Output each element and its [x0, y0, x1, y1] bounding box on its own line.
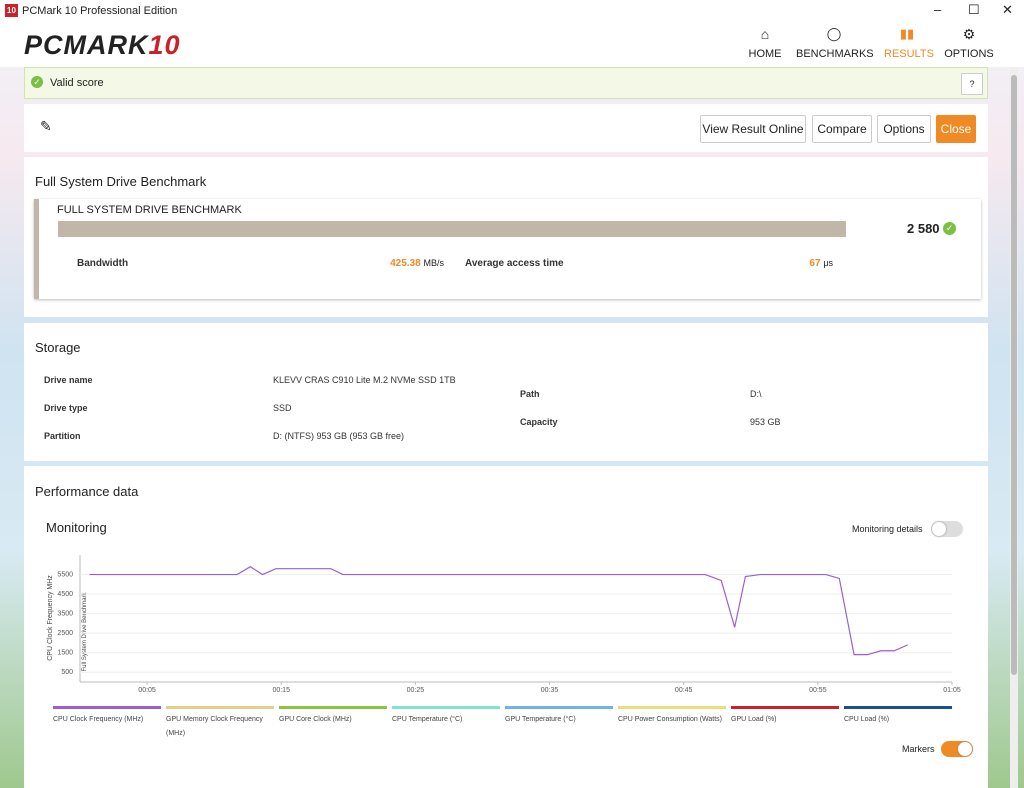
field-label: Drive name	[44, 375, 93, 385]
minimize[interactable]: –	[934, 2, 942, 17]
legend-entry[interactable]: GPU Memory Clock Frequency (MHz)	[166, 706, 274, 741]
x-tick-label: 00:45	[675, 687, 693, 694]
legend-entry[interactable]: GPU Load (%)	[731, 706, 839, 727]
y-tick-label: 2500	[57, 630, 73, 637]
options-button[interactable]: Options	[877, 115, 931, 143]
logo: PCMARK	[24, 30, 149, 60]
legend-entry[interactable]: GPU Temperature (°C)	[505, 706, 613, 727]
toggle-label: Markers	[902, 744, 935, 754]
x-tick-label: 00:05	[138, 687, 156, 694]
marker-label: Full System Drive Benchmark	[82, 591, 88, 671]
valid-banner: ✓ Valid score ?	[24, 67, 988, 99]
x-tick-label: 01:05	[943, 687, 961, 694]
field-value: SSD	[273, 403, 292, 413]
benchmark-panel: FULL SYSTEM DRIVE BENCHMARK 2 580 ✓ Band…	[34, 199, 981, 299]
nav-label: BENCHMARKS	[796, 48, 874, 60]
benchmark-card: Full System Drive Benchmark FULL SYSTEM …	[24, 157, 988, 317]
app-icon: 10	[5, 4, 18, 17]
edit-icon[interactable]: ✎	[40, 118, 52, 134]
details-toggle[interactable]	[931, 521, 963, 537]
section-title: Storage	[35, 340, 81, 355]
metric-unit: MB/s	[423, 258, 444, 268]
field-value: 953 GB	[750, 417, 781, 427]
title-bar: 10 PCMark 10 Professional Edition – ☐ ✕	[0, 0, 1024, 21]
monitoring-title: Monitoring	[46, 520, 107, 535]
y-tick-label: 5500	[57, 572, 73, 579]
markers-toggle[interactable]	[941, 741, 973, 757]
y-tick-label: 3500	[57, 611, 73, 618]
performance-card: Performance data Monitoring Monitoring d…	[24, 466, 988, 788]
metric-value: 425.38	[390, 258, 421, 269]
x-tick-label: 00:15	[272, 687, 290, 694]
legend-entry[interactable]: CPU Temperature (°C)	[392, 706, 500, 727]
nav-options[interactable]: ⚙ OPTIONS	[944, 26, 994, 60]
maximize[interactable]: ☐	[968, 2, 980, 17]
x-tick-label: 00:55	[809, 687, 827, 694]
header: PCMARK10 ⌂ HOME ◯ BENCHMARKS ▮▮ RESULTS ⚙ OP…	[0, 21, 1024, 67]
x-tick-label: 00:35	[541, 687, 559, 694]
benchmark-name: FULL SYSTEM DRIVE BENCHMARK	[57, 204, 242, 216]
field-label: Partition	[44, 431, 81, 441]
x-tick-label: 00:25	[407, 687, 425, 694]
field-value: D:\	[750, 389, 762, 399]
valid-icon: ✓	[31, 76, 43, 88]
legend-entry[interactable]: GPU Core Clock (MHz)	[279, 706, 387, 727]
nav-label: OPTIONS	[944, 48, 994, 60]
metric-label: Average access time	[465, 258, 564, 269]
legend-entry[interactable]: CPU Power Consumption (Watts)	[618, 706, 726, 727]
score: 2 580	[907, 221, 940, 236]
series-line	[89, 566, 908, 656]
nav-label: HOME	[748, 48, 782, 60]
nav-benchmarks[interactable]: ◯ BENCHMARKS	[796, 26, 874, 60]
y-tick-label: 1500	[57, 650, 73, 657]
field-value: KLEVV CRAS C910 Lite M.2 NVMe SSD 1TB	[273, 375, 456, 385]
section-title: Full System Drive Benchmark	[35, 174, 207, 189]
logo-number: 10	[148, 30, 181, 60]
section-title: Performance data	[35, 484, 139, 499]
metric-unit: μs	[823, 258, 833, 268]
toggle-label: Monitoring details	[852, 524, 923, 534]
close-window[interactable]: ✕	[1002, 2, 1013, 17]
metric-label: Bandwidth	[77, 258, 129, 269]
nav-label: RESULTS	[884, 48, 934, 60]
score-bar	[58, 221, 846, 237]
field-label: Capacity	[520, 417, 558, 427]
storage-card: Storage Drive name KLEVV CRAS C910 Lite …	[24, 323, 988, 461]
field-label: Drive type	[44, 403, 88, 413]
field-label: Path	[520, 389, 540, 399]
y-axis-label: CPU Clock Frequency MHz	[47, 575, 54, 661]
legend-entry[interactable]: CPU Clock Frequency (MHz)	[53, 706, 161, 727]
banner-text: Valid score	[50, 77, 104, 89]
score-check: ✓	[943, 222, 956, 235]
legend-entry[interactable]: CPU Load (%)	[844, 706, 952, 727]
nav-home[interactable]: ⌂ HOME	[748, 26, 782, 60]
nav-results[interactable]: ▮▮ RESULTS	[884, 26, 934, 60]
close-button[interactable]: Close	[936, 115, 976, 143]
help-button[interactable]: ?	[961, 73, 983, 95]
scrollbar[interactable]	[1010, 67, 1018, 788]
view-online-button[interactable]: View Result Online	[700, 115, 806, 143]
compare-button[interactable]: Compare	[812, 115, 872, 143]
window-title: PCMark 10 Professional Edition	[22, 5, 178, 17]
y-tick-label: 500	[61, 669, 73, 676]
metric-value: 67	[809, 258, 821, 269]
field-value: D: (NTFS) 953 GB (953 GB free)	[273, 431, 405, 441]
y-tick-label: 4500	[57, 591, 73, 598]
